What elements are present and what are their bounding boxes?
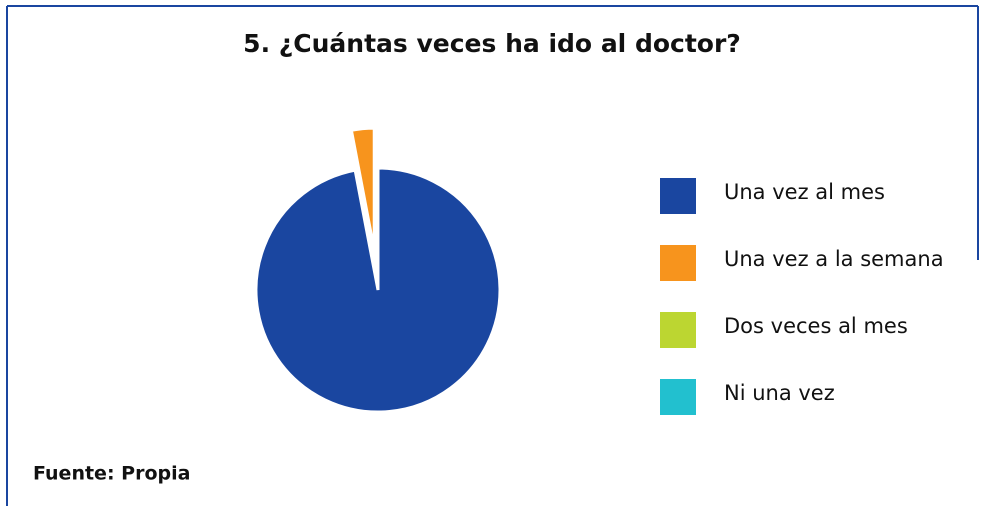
source-note: Fuente: Propia xyxy=(33,463,190,485)
legend-label: Dos veces al mes xyxy=(724,314,908,338)
chart-title: 5. ¿Cuántas veces ha ido al doctor? xyxy=(243,29,741,58)
legend-label: Una vez a la semana xyxy=(724,247,944,271)
legend-label: Una vez al mes xyxy=(724,180,885,204)
pie-slice xyxy=(349,126,376,251)
legend-label: Ni una vez xyxy=(724,381,835,405)
legend-swatch xyxy=(660,312,696,348)
pie-slice xyxy=(254,166,502,414)
legend-swatch xyxy=(660,178,696,214)
legend-swatch xyxy=(660,245,696,281)
legend-swatch xyxy=(660,379,696,415)
